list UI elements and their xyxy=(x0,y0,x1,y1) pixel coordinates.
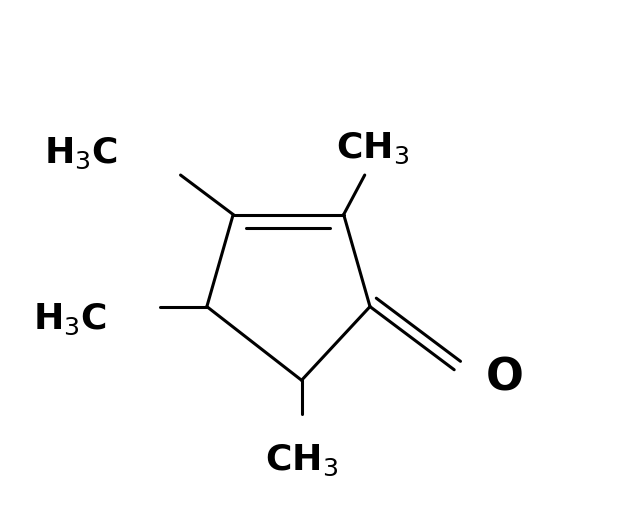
Text: H$_3$C: H$_3$C xyxy=(44,135,117,171)
Text: CH$_3$: CH$_3$ xyxy=(265,442,338,478)
Text: O: O xyxy=(486,356,524,399)
Text: CH$_3$: CH$_3$ xyxy=(336,130,409,166)
Text: H$_3$C: H$_3$C xyxy=(33,302,107,338)
